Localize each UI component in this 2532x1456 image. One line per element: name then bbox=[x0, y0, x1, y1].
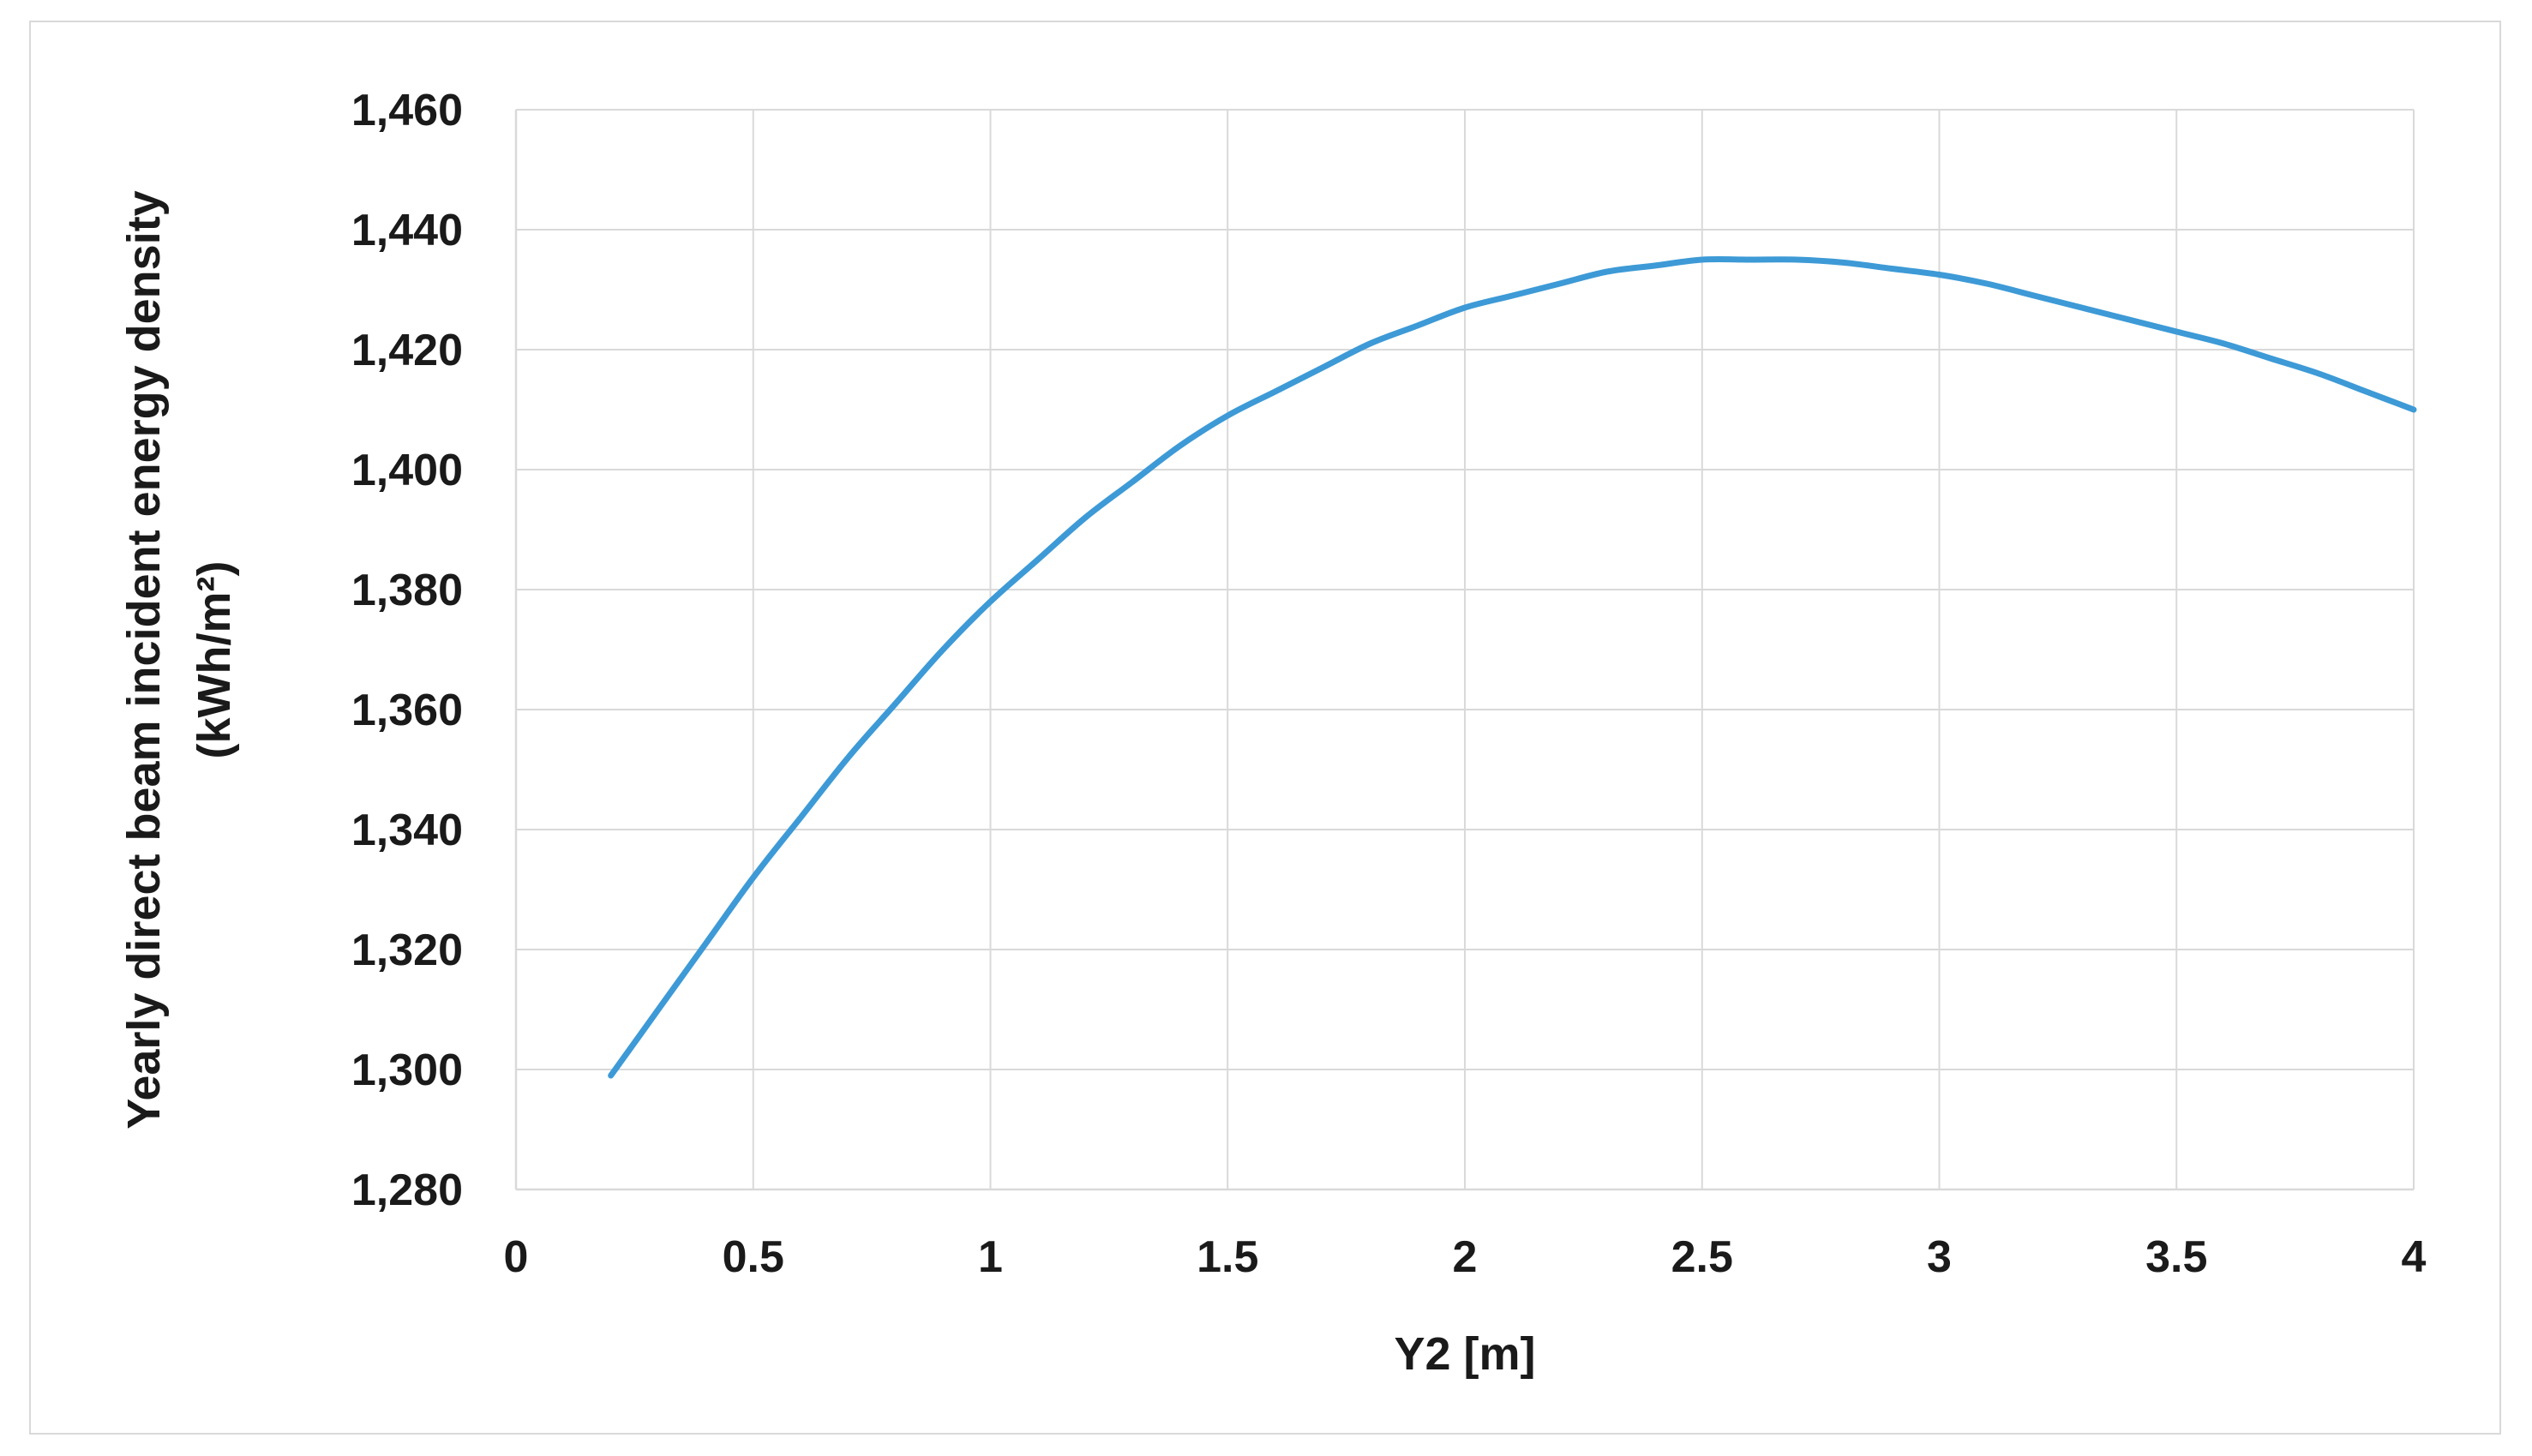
y-tick-label: 1,440 bbox=[351, 206, 463, 255]
y-tick-label: 1,300 bbox=[351, 1046, 463, 1095]
y-tick-label: 1,340 bbox=[351, 806, 463, 855]
x-tick-label: 4 bbox=[2402, 1232, 2427, 1282]
y-tick-label: 1,420 bbox=[351, 326, 463, 375]
y-axis-title: Yearly direct beam incident energy densi… bbox=[118, 190, 170, 1129]
y-axis-title-unit: (kWh/m²) bbox=[189, 561, 240, 759]
y-tick-label: 1,400 bbox=[351, 446, 463, 495]
x-tick-label: 2 bbox=[1453, 1232, 1478, 1282]
grid bbox=[514, 109, 2415, 1191]
x-tick-label: 3.5 bbox=[2145, 1232, 2207, 1282]
x-tick-label: 0 bbox=[504, 1232, 529, 1282]
x-tick-label: 2.5 bbox=[1671, 1232, 1733, 1282]
line-chart: 1,280 1,300 1,320 1,340 1,360 1,380 1,400 1,420… bbox=[118, 86, 2427, 1380]
x-tick-label: 0.5 bbox=[723, 1232, 784, 1282]
x-axis-title: Y2 [m] bbox=[1394, 1328, 1535, 1380]
x-tick-label: 1.5 bbox=[1197, 1232, 1258, 1282]
y-axis-ticks: 1,280 1,300 1,320 1,340 1,360 1,380 1,400 1,420… bbox=[351, 86, 463, 1215]
y-tick-label: 1,460 bbox=[351, 86, 463, 135]
series bbox=[608, 255, 2417, 1079]
chart-frame: 1,280 1,300 1,320 1,340 1,360 1,380 1,400 1,420… bbox=[29, 21, 2501, 1435]
y-tick-label: 1,320 bbox=[351, 926, 463, 975]
x-tick-label: 1 bbox=[978, 1232, 1003, 1282]
x-axis-ticks: 0 0.5 1 1.5 2 2.5 3 3.5 4 bbox=[504, 1232, 2427, 1282]
series-line bbox=[608, 255, 2417, 1079]
y-tick-label: 1,280 bbox=[351, 1165, 463, 1215]
y-tick-label: 1,380 bbox=[351, 566, 463, 615]
y-tick-label: 1,360 bbox=[351, 686, 463, 735]
x-tick-label: 3 bbox=[1927, 1232, 1952, 1282]
